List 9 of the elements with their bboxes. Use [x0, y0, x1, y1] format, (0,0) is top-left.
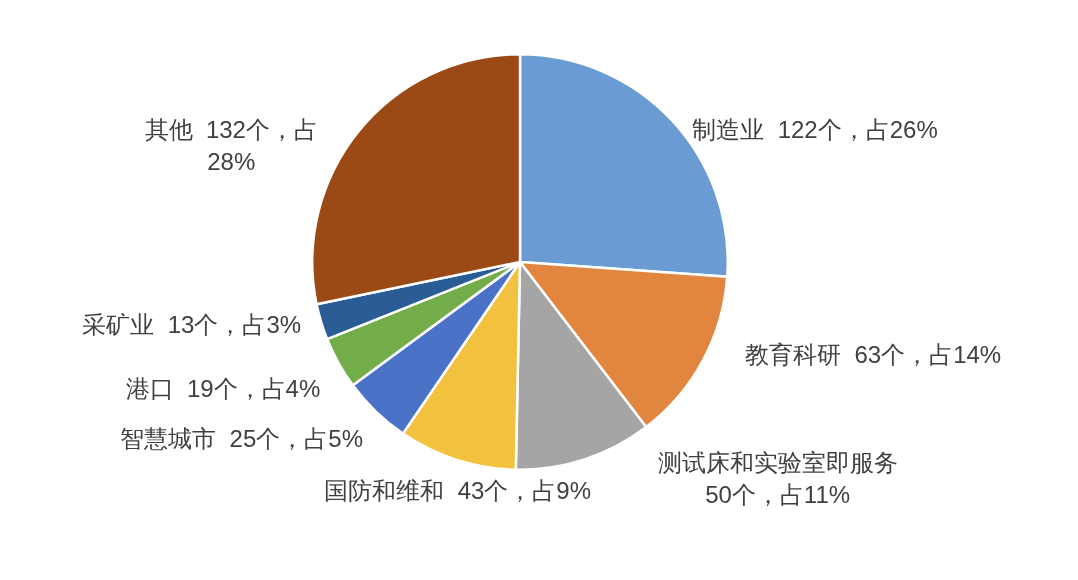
slice-label: 采矿业 13个，占3%	[82, 311, 302, 339]
slice-label: 智慧城市 25个，占5%	[120, 425, 363, 453]
slice-label: 港口 19个，占4%	[125, 375, 321, 403]
data-label: 50个，占11%	[705, 480, 851, 508]
slice-label: 国防和维和 43个，占9%	[324, 477, 592, 505]
slice-label: 教育科研 63个，占14%	[745, 341, 1002, 369]
slice-label: 其他 132个，占28%	[144, 116, 318, 176]
slice-label: 制造业 122个，占26%	[692, 115, 938, 143]
slice-label: 测试床和实验室即服务	[657, 448, 898, 476]
